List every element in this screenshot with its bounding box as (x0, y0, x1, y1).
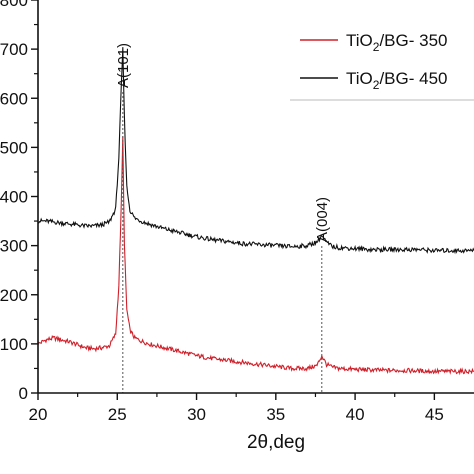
y-tick-label: 0 (19, 384, 28, 403)
x-axis-label: 2θ,deg (247, 432, 305, 453)
series-layer (37, 47, 474, 376)
x-tick-label: 30 (187, 405, 206, 424)
x-tick-label: 45 (425, 405, 444, 424)
y-tick-label: 200 (0, 286, 28, 305)
axes-layer: 20 25 30 35 40 45 0 100 200 300 400 500 600 700 800 (0, 0, 474, 424)
peak-label: A(004) (314, 197, 331, 242)
y-tick-label: 600 (0, 89, 28, 108)
y-tick-label: 500 (0, 138, 28, 157)
x-tick-label: 25 (108, 405, 127, 424)
legend: TiO2/BG- 350 TiO2/BG- 450 (290, 31, 474, 101)
y-tick-label: 100 (0, 335, 28, 354)
y-tick-label: 800 (0, 0, 28, 10)
y-tick-label: 400 (0, 188, 28, 207)
x-tick-label: 40 (346, 405, 365, 424)
y-tick-label: 300 (0, 237, 28, 256)
x-tick-label: 20 (29, 405, 48, 424)
legend-label-1: TiO2/BG- 350 (346, 31, 448, 54)
series-line-1 (37, 136, 474, 376)
y-tick-label: 700 (0, 40, 28, 59)
legend-label-2: TiO2/BG- 450 (346, 69, 448, 92)
annotation-layer: A(101) A(004) (115, 43, 331, 393)
peak-label: A(101) (115, 43, 132, 88)
x-tick-label: 35 (266, 405, 285, 424)
series-line-2 (37, 47, 474, 255)
